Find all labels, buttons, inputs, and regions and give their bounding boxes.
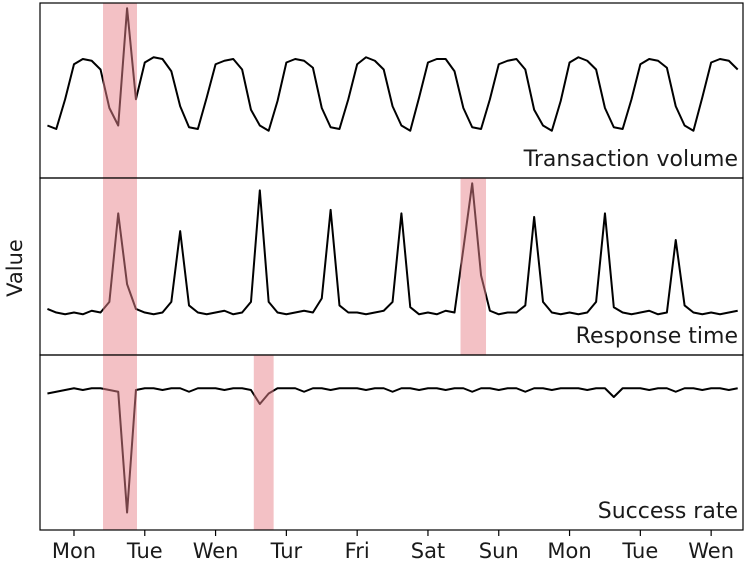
x-tick-label: Sun — [479, 539, 519, 563]
x-tick-label: Mon — [52, 539, 96, 563]
anomaly-highlight — [103, 3, 137, 178]
panel-title: Response time — [576, 324, 738, 349]
series-line — [47, 182, 738, 316]
anomaly-highlight — [103, 178, 137, 355]
anomaly-highlight — [460, 178, 487, 355]
x-tick-label: Tue — [126, 539, 163, 563]
x-tick-label: Tur — [270, 539, 303, 563]
x-tick-label: Wen — [688, 539, 734, 563]
panel-frame — [39, 354, 744, 531]
x-tick-label: Mon — [547, 539, 591, 563]
anomaly-highlight — [253, 355, 274, 530]
x-tick-label: Wen — [193, 539, 239, 563]
x-tick-label: Sat — [411, 539, 445, 563]
panel-title: Transaction volume — [523, 147, 738, 172]
x-tick-label: Tue — [621, 539, 658, 563]
series-line — [47, 387, 738, 514]
anomaly-highlight — [103, 355, 137, 530]
series-line — [47, 7, 739, 132]
x-tick-label: Fri — [345, 539, 370, 563]
panel-title: Success rate — [598, 499, 738, 524]
y-axis-label: Value — [3, 239, 27, 297]
